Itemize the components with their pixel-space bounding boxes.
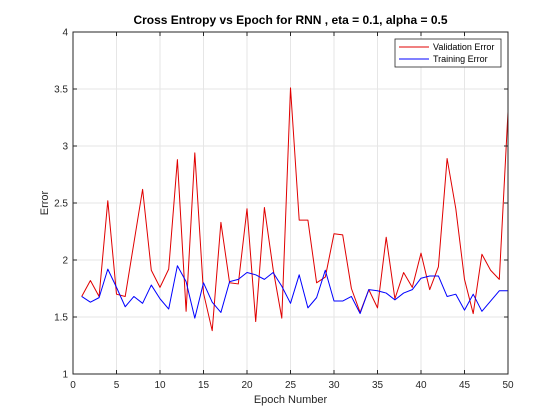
legend-label-validation: Validation Error [433,42,494,52]
x-tick-label: 45 [459,380,471,391]
x-tick-label: 20 [241,380,253,391]
y-tick-label: 2.5 [54,199,68,210]
series-layer [81,87,509,332]
x-axis-label: Epoch Number [254,394,328,406]
x-tick-label: 5 [114,380,120,391]
x-tick-label: 35 [372,380,384,391]
x-tick-label: 15 [198,380,210,391]
y-tick-label: 4 [62,28,68,39]
x-tick-label: 40 [415,380,427,391]
series-line-training-error [81,265,508,319]
y-tick-label: 1 [62,370,68,381]
legend-label-training: Training Error [433,54,488,64]
x-tick-label: 25 [285,380,297,391]
series-line-validation-error [81,87,509,332]
y-tick-label: 3.5 [54,85,68,96]
x-tick-label: 50 [502,380,514,391]
y-tick-label: 1.5 [54,313,68,324]
x-tick-label: 30 [328,380,340,391]
x-tick-label: 0 [70,380,76,391]
ticks: 0 5 10 15 20 25 30 35 40 45 50 1 1.5 2 2.5 3 3.5 4 [54,28,514,392]
y-tick-label: 2 [62,256,68,267]
legend: Validation Error Training Error [394,38,502,68]
y-tick-label: 3 [62,142,68,153]
x-tick-label: 10 [154,380,166,391]
y-axis-label: Error [39,190,51,215]
legend-box [394,38,502,68]
chart-title: Cross Entropy vs Epoch for RNN , eta = 0… [133,13,447,27]
